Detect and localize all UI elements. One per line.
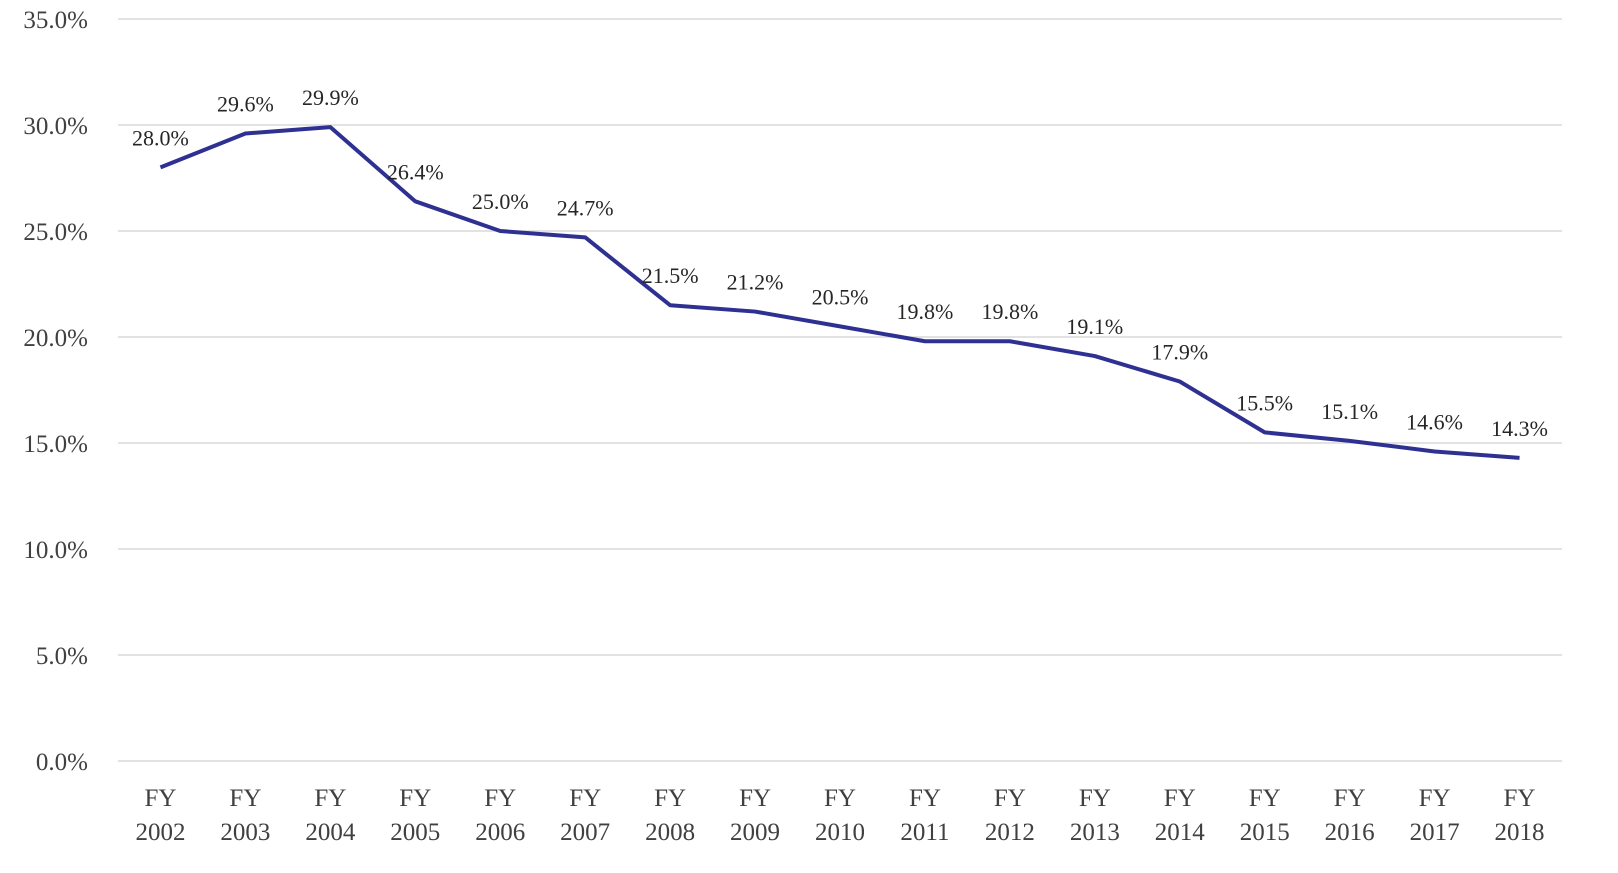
data-label: 29.9% [302,85,359,110]
data-label: 15.1% [1321,399,1378,424]
x-tick-label: FY 2013 [1070,785,1120,846]
x-tick-label: FY 2018 [1495,785,1545,846]
x-tick-label: FY 2016 [1325,785,1375,846]
data-label: 25.0% [472,189,529,214]
y-tick-label: 5.0% [36,643,88,670]
x-tick-label: FY 2010 [815,785,865,846]
x-tick-label: FY 2002 [135,785,185,846]
data-line [159,125,1520,460]
data-label: 14.6% [1406,409,1463,434]
y-tick-label: 30.0% [23,113,88,140]
x-tick-label: FY 2009 [730,785,780,846]
y-tick-label: 10.0% [23,537,88,564]
data-label: 19.8% [981,299,1038,324]
data-label: 24.7% [557,195,614,220]
x-tick-label: FY 2005 [390,785,440,846]
x-tick-label: FY 2008 [645,785,695,846]
y-tick-label: 15.0% [23,431,88,458]
x-tick-label: FY 2014 [1155,785,1206,846]
y-tick-label: 35.0% [23,7,88,34]
data-label: 17.9% [1151,340,1208,365]
data-label: 19.1% [1066,314,1123,339]
x-tick-label: FY 2006 [475,785,525,846]
y-tick-label: 0.0% [36,749,88,776]
x-tick-label: FY 2017 [1410,785,1460,846]
y-tick-label: 20.0% [23,325,88,352]
data-label: 21.5% [642,263,699,288]
x-tick-label: FY 2007 [560,785,610,846]
x-tick-label: FY 2003 [220,785,270,846]
data-label: 15.5% [1236,390,1293,415]
x-tick-label: FY 2012 [985,785,1035,846]
data-label: 19.8% [897,299,954,324]
data-label: 29.6% [217,91,274,116]
x-tick-label: FY 2011 [900,785,949,846]
y-tick-label: 25.0% [23,219,88,246]
data-label: 26.4% [387,159,444,184]
data-label: 21.2% [727,270,784,295]
x-tick-label: FY 2015 [1240,785,1290,846]
data-label: 20.5% [812,284,869,309]
data-label: 14.3% [1491,416,1548,441]
data-label: 28.0% [132,125,189,150]
x-tick-label: FY 2004 [305,785,356,846]
